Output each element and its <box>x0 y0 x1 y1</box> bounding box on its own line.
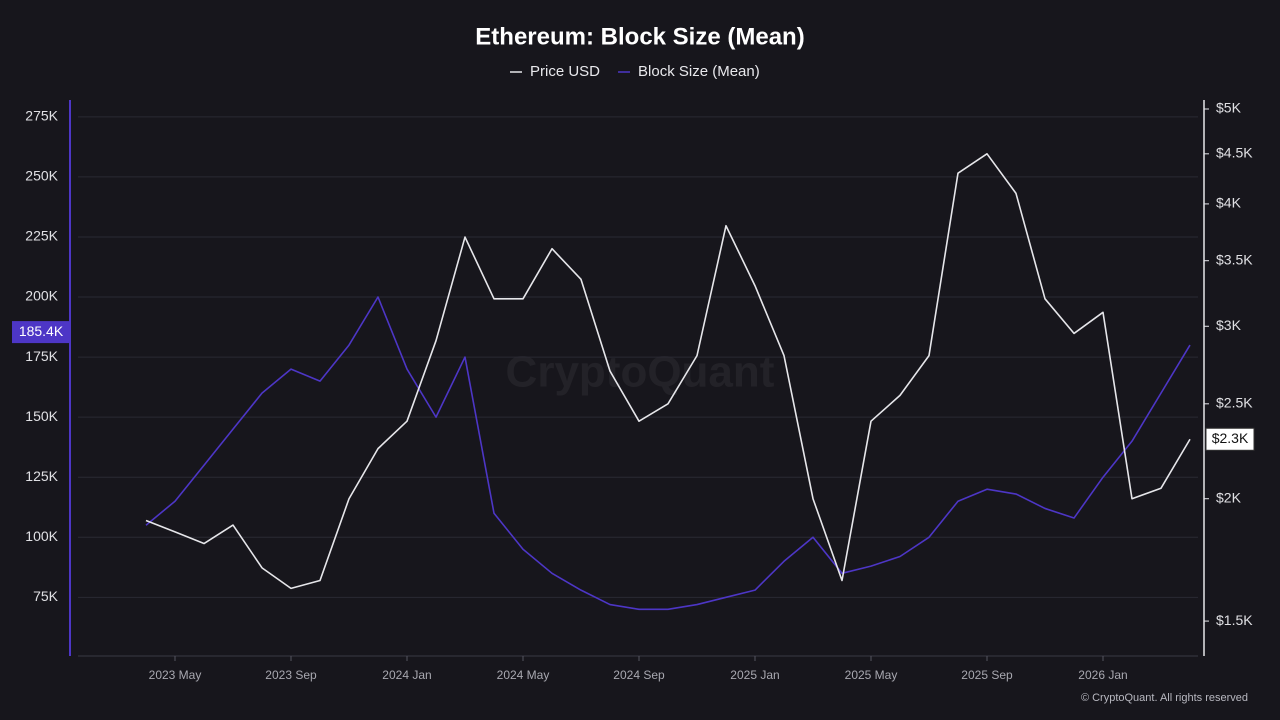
x-tick-label: 2026 Jan <box>1078 668 1127 682</box>
y-tick-label: 250K <box>25 168 58 184</box>
current-value-box <box>1205 427 1255 451</box>
y2-tick-label: $1.5K <box>1216 612 1253 628</box>
y-tick-label: 150K <box>25 408 58 424</box>
x-tick-label: 2025 Jan <box>730 668 779 682</box>
y-tick-label: 175K <box>25 348 58 364</box>
y2-tick-label: $5K <box>1216 100 1242 116</box>
legend-label: Price USD <box>530 63 600 80</box>
y2-tick-label: $2K <box>1216 489 1242 505</box>
x-tick-label: 2023 May <box>149 668 202 682</box>
x-tick-label: 2025 May <box>845 668 898 682</box>
x-tick-label: 2023 Sep <box>265 668 317 682</box>
y-tick-label: 225K <box>25 228 58 244</box>
current-value-box <box>12 321 70 344</box>
y-tick-label: 100K <box>25 528 58 544</box>
y2-tick-label: $3.5K <box>1216 251 1253 267</box>
x-tick-label: 2025 Sep <box>961 668 1013 682</box>
y-tick-label: 200K <box>25 288 58 304</box>
y2-tick-label: $4K <box>1216 195 1242 211</box>
y-tick-label: 125K <box>25 468 58 484</box>
y2-tick-label: $2.5K <box>1216 395 1253 411</box>
x-tick-label: 2024 May <box>497 668 550 682</box>
current-value-label: 185.4K <box>19 323 64 339</box>
y2-tick-label: $3K <box>1216 317 1242 333</box>
series-line <box>145 296 1191 611</box>
series-line <box>145 153 1191 590</box>
legend-label: Block Size (Mean) <box>638 63 760 80</box>
x-tick-label: 2024 Sep <box>613 668 665 682</box>
footer: © CryptoQuant. All rights reserved <box>1081 692 1248 704</box>
y-tick-label: 275K <box>25 108 58 124</box>
chart-title: Ethereum: Block Size (Mean) <box>475 23 804 50</box>
x-tick-label: 2024 Jan <box>382 668 431 682</box>
y-tick-label: 75K <box>33 588 59 604</box>
watermark: CryptoQuant <box>506 348 775 397</box>
y2-tick-label: $4.5K <box>1216 145 1253 161</box>
current-value-label: $2.3K <box>1212 430 1249 446</box>
